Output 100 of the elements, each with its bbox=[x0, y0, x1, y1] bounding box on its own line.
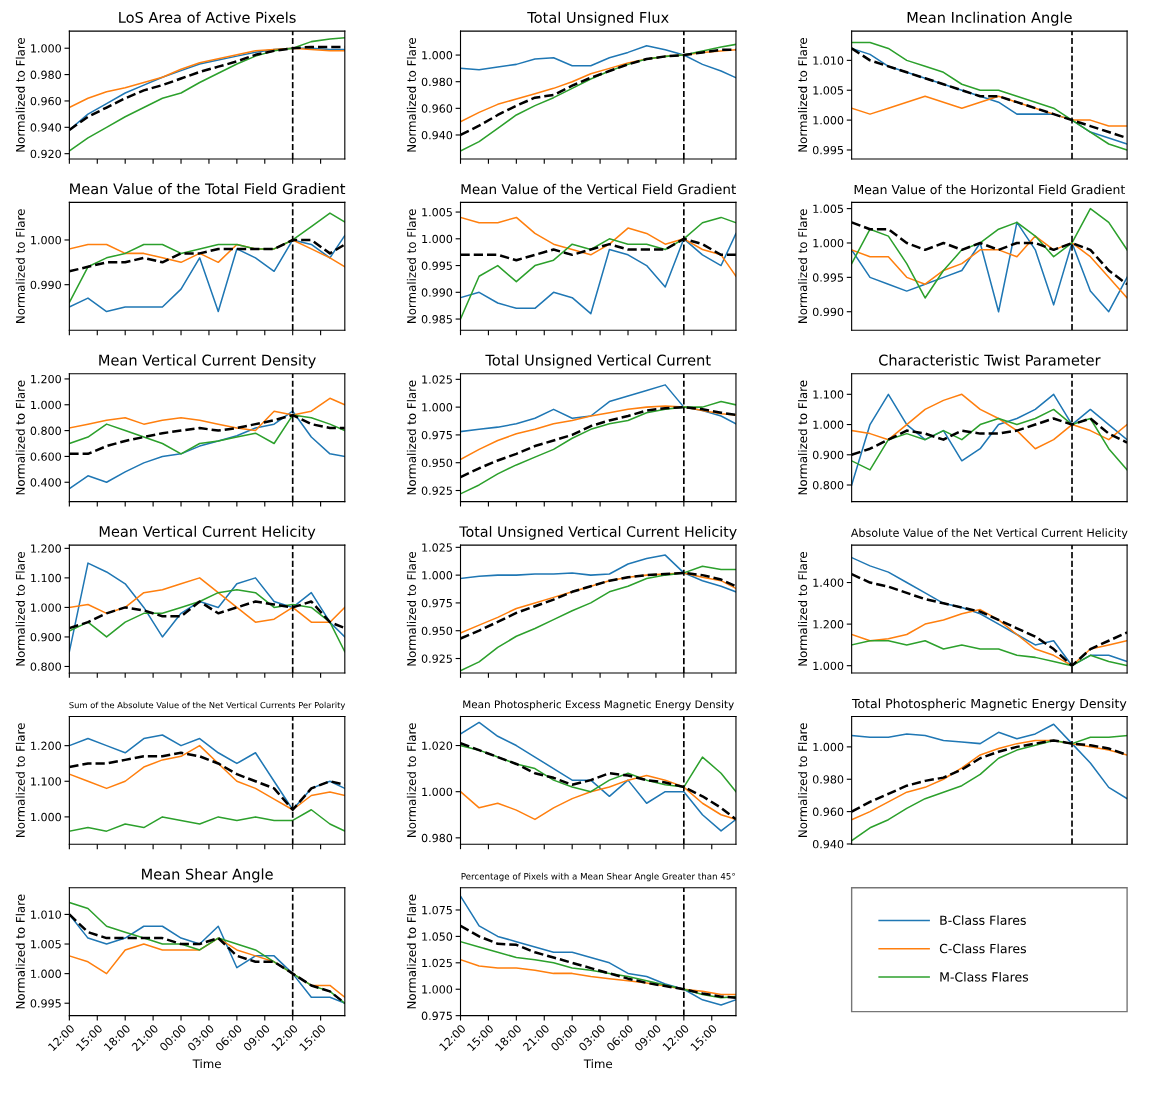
x-axis-title: Time bbox=[583, 1059, 613, 1069]
y-tick-label: 1.005 bbox=[813, 204, 844, 213]
y-axis-title: Normalized to Flare bbox=[15, 380, 25, 495]
y-tick-label: 0.960 bbox=[421, 104, 453, 113]
y-tick-label: 0.925 bbox=[421, 654, 452, 663]
y-tick-label: 1.200 bbox=[813, 620, 844, 629]
y-tick-label: 0.940 bbox=[812, 839, 844, 849]
y-tick-label: 0.940 bbox=[30, 123, 61, 132]
y-axis-title: Normalized to Flare bbox=[406, 723, 416, 837]
y-tick-label: 1.000 bbox=[813, 238, 844, 248]
legend-label: C-Class Flares bbox=[939, 943, 1027, 954]
y-tick-label: 0.995 bbox=[812, 145, 844, 155]
y-tick-label: 1.005 bbox=[31, 940, 61, 949]
y-tick-label: 0.900 bbox=[30, 632, 61, 642]
y-axis-title: Normalized to Flare bbox=[798, 723, 808, 837]
y-tick-label: 0.800 bbox=[30, 426, 61, 435]
y-tick-label: 1.200 bbox=[31, 544, 61, 553]
y-tick-label: 1.100 bbox=[31, 777, 61, 786]
line-series bbox=[851, 639, 1128, 667]
y-tick-label: 1.000 bbox=[422, 234, 453, 244]
line-series bbox=[851, 608, 1128, 667]
y-tick-label: 0.950 bbox=[421, 626, 453, 636]
chart-title: Total Photospheric Magnetic Energy Density bbox=[851, 698, 1127, 711]
y-axis-title: Normalized to Flare bbox=[798, 209, 808, 323]
chart-title: Mean Value of the Horizontal Field Gradient bbox=[854, 184, 1126, 195]
line-series bbox=[851, 723, 1128, 800]
chart-title: Mean Vertical Current Density bbox=[99, 354, 316, 369]
y-tick-label: 1.020 bbox=[422, 741, 453, 750]
y-tick-label: 1.000 bbox=[422, 985, 453, 994]
y-tick-label: 1.025 bbox=[422, 958, 452, 968]
y-axis-title: Normalized to Flare bbox=[798, 37, 808, 152]
y-axis-title: Normalized to Flare bbox=[15, 209, 25, 323]
x-axis-title: Time bbox=[192, 1059, 221, 1069]
y-tick-label: 1.010 bbox=[31, 910, 61, 919]
y-tick-label: 0.975 bbox=[421, 430, 452, 440]
y-axis-title: Normalized to Flare bbox=[406, 209, 416, 323]
y-tick-label: 0.995 bbox=[30, 999, 61, 1008]
y-tick-label: 1.075 bbox=[422, 905, 452, 915]
y-tick-label: 1.025 bbox=[422, 375, 452, 384]
y-tick-label: 0.925 bbox=[421, 486, 452, 495]
y-tick-label: 1.025 bbox=[422, 543, 452, 552]
y-tick-label: 0.950 bbox=[421, 458, 453, 468]
y-tick-label: 1.100 bbox=[813, 390, 844, 399]
y-tick-label: 0.980 bbox=[421, 833, 453, 843]
y-tick-label: 1.100 bbox=[31, 573, 61, 583]
chart-title: Characteristic Twist Parameter bbox=[879, 354, 1101, 366]
y-tick-label: 1.200 bbox=[31, 741, 61, 751]
chart-title: Mean Value of the Vertical Field Gradient bbox=[461, 183, 736, 195]
y-tick-label: 0.990 bbox=[812, 307, 844, 317]
line-series bbox=[851, 393, 1128, 486]
y-axis-title: Normalized to Flare bbox=[15, 551, 25, 666]
y-tick-label: 0.800 bbox=[812, 480, 844, 490]
chart-title: Total Unsigned Vertical Current Helicity bbox=[459, 525, 737, 540]
y-axis-title: Normalized to Flare bbox=[406, 551, 416, 666]
y-tick-label: 1.000 bbox=[422, 51, 453, 60]
line-series bbox=[851, 408, 1128, 471]
y-axis-title: Normalized to Flare bbox=[15, 37, 25, 152]
y-tick-label: 1.000 bbox=[31, 235, 61, 245]
y-tick-label: 0.980 bbox=[30, 70, 61, 79]
line-series bbox=[851, 207, 1128, 299]
y-axis-title: Normalized to Flare bbox=[15, 723, 25, 837]
y-tick-label: 1.000 bbox=[31, 603, 61, 612]
y-tick-label: 0.990 bbox=[421, 288, 453, 297]
y-tick-label: 1.000 bbox=[31, 400, 61, 410]
y-axis-title: Normalized to Flare bbox=[406, 894, 416, 1009]
y-tick-label: 0.980 bbox=[421, 77, 453, 87]
y-tick-label: 1.000 bbox=[422, 571, 453, 580]
y-axis-title: Normalized to Flare bbox=[15, 894, 25, 1009]
chart-title: Mean Value of the Total Field Gradient bbox=[70, 183, 346, 195]
y-tick-label: 0.995 bbox=[812, 273, 844, 282]
y-axis-title: Normalized to Flare bbox=[798, 551, 808, 666]
chart-title: Percentage of Pixels with a Mean Shear Angle Greater than 45° bbox=[461, 872, 735, 882]
y-tick-label: 1.005 bbox=[422, 208, 452, 217]
y-tick-label: 1.000 bbox=[813, 661, 844, 671]
chart-title: Sum of the Absolute Value of the Net Vertical Currents Per Polarity bbox=[69, 701, 346, 710]
y-axis-title: Normalized to Flare bbox=[798, 380, 808, 495]
y-tick-label: 1.000 bbox=[422, 403, 453, 412]
chart-title: Total Unsigned Flux bbox=[527, 11, 669, 26]
y-tick-label: 0.900 bbox=[812, 450, 844, 460]
y-tick-label: 1.005 bbox=[813, 86, 844, 95]
y-tick-label: 0.400 bbox=[30, 478, 61, 487]
legend-label: B-Class Flares bbox=[940, 915, 1026, 925]
line-series bbox=[851, 393, 1128, 450]
chart-title: Mean Vertical Current Helicity bbox=[99, 525, 316, 540]
y-tick-label: 0.975 bbox=[421, 1011, 452, 1021]
y-tick-label: 0.600 bbox=[30, 452, 61, 461]
legend-label: M-Class Flares bbox=[940, 971, 1029, 982]
chart-title: Mean Shear Angle bbox=[142, 868, 273, 883]
y-tick-label: 0.940 bbox=[421, 130, 453, 140]
y-tick-label: 1.000 bbox=[31, 969, 61, 978]
y-tick-label: 0.985 bbox=[421, 315, 452, 324]
y-axis-title: Normalized to Flare bbox=[406, 37, 416, 152]
y-tick-label: 0.975 bbox=[421, 598, 452, 608]
y-tick-label: 1.000 bbox=[31, 44, 61, 53]
y-tick-label: 0.920 bbox=[30, 149, 61, 159]
y-tick-label: 0.960 bbox=[30, 96, 61, 106]
y-tick-label: 0.995 bbox=[421, 261, 452, 270]
y-tick-label: 0.960 bbox=[812, 807, 844, 816]
y-tick-label: 0.800 bbox=[30, 662, 61, 671]
y-tick-label: 1.010 bbox=[813, 56, 844, 65]
